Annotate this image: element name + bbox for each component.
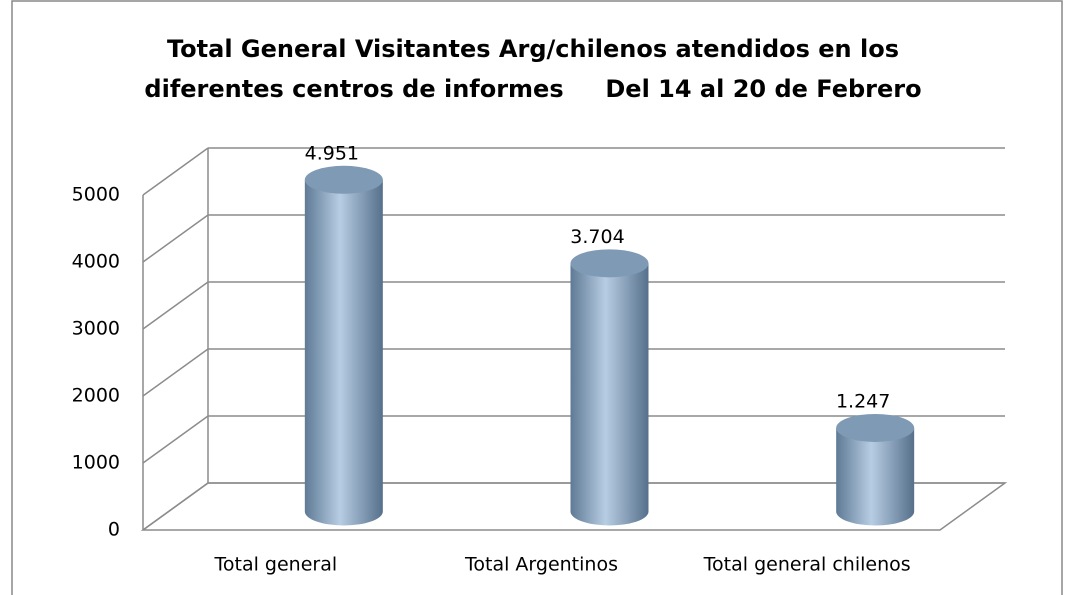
bar [304,179,383,526]
bar [836,427,915,526]
grid-line [142,482,209,531]
grid-line [142,281,209,330]
bar [570,263,649,526]
x-tick-label: Total Argentinos [464,554,618,576]
grid-line [142,415,209,464]
grid-line [142,214,209,263]
data-label: 3.704 [570,226,624,248]
y-tick-label: 2000 [72,385,120,407]
bar-top [304,165,383,194]
y-tick-label: 0 [108,519,120,541]
chart-title: diferentes centros de informes Del 14 al… [144,75,921,103]
y-tick-label: 3000 [72,318,120,340]
y-tick-label: 1000 [72,452,120,474]
x-tick-label: Total general [214,554,338,576]
y-tick-label: 5000 [72,184,120,206]
bar-top [570,249,649,278]
chart-border [11,0,1063,595]
y-tick-label: 4000 [72,251,120,273]
grid-line [142,348,209,397]
x-tick-label: Total general chilenos [703,554,911,576]
chart-title: Total General Visitantes Arg/chilenos at… [167,35,899,63]
data-label: 4.951 [305,142,359,164]
bar-top [836,413,915,442]
grid-line [142,147,209,196]
data-label: 1.247 [836,390,890,412]
